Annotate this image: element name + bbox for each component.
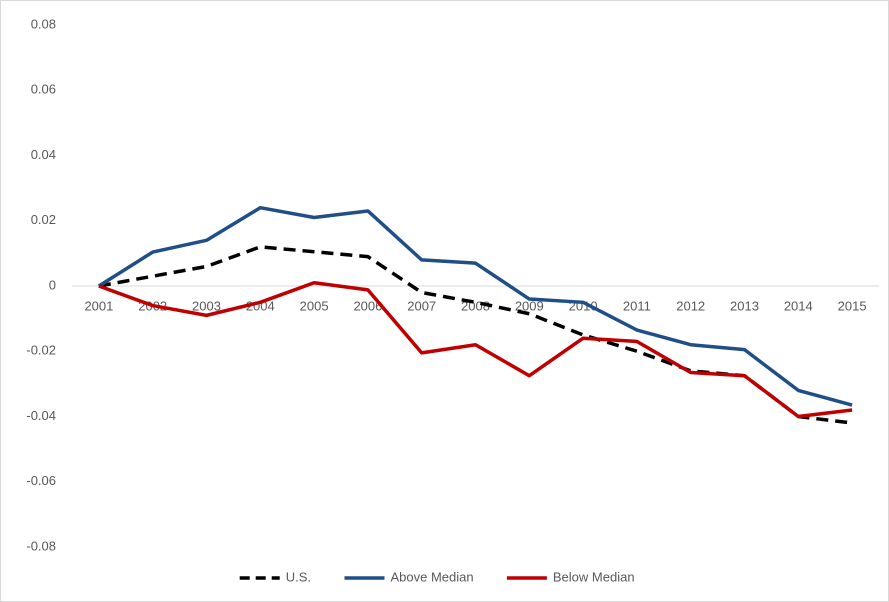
line-series [98,280,853,419]
x-tick-label: 2004 [246,298,275,313]
y-tick-label: 0.06 [31,82,56,97]
x-tick-label: 2005 [300,298,329,313]
x-tick-label: 2009 [515,298,544,313]
y-tick-label: -0.02 [26,343,56,358]
y-tick-label: 0.04 [31,147,56,162]
legend-label: U.S. [286,569,311,584]
x-tick-label: 2015 [838,298,867,313]
y-tick-label: 0 [49,277,56,292]
legend-label: Below Median [553,569,635,584]
x-tick-label: 2007 [407,298,436,313]
y-tick-label: -0.08 [26,538,56,553]
y-tick-label: -0.04 [26,408,56,423]
line-series [97,205,853,407]
x-tick-label: 2001 [84,298,113,313]
y-tick-label: 0.02 [31,212,56,227]
x-tick-label: 2014 [784,298,813,313]
y-tick-label: -0.06 [26,473,56,488]
legend-label: Above Median [391,569,474,584]
x-tick-label: 2011 [623,298,651,313]
y-tick-label: 0.08 [31,16,56,31]
x-tick-label: 2013 [730,298,759,313]
x-tick-label: 2012 [676,298,705,313]
x-tick-label: 2003 [192,298,221,313]
x-tick-label: 2006 [353,298,382,313]
